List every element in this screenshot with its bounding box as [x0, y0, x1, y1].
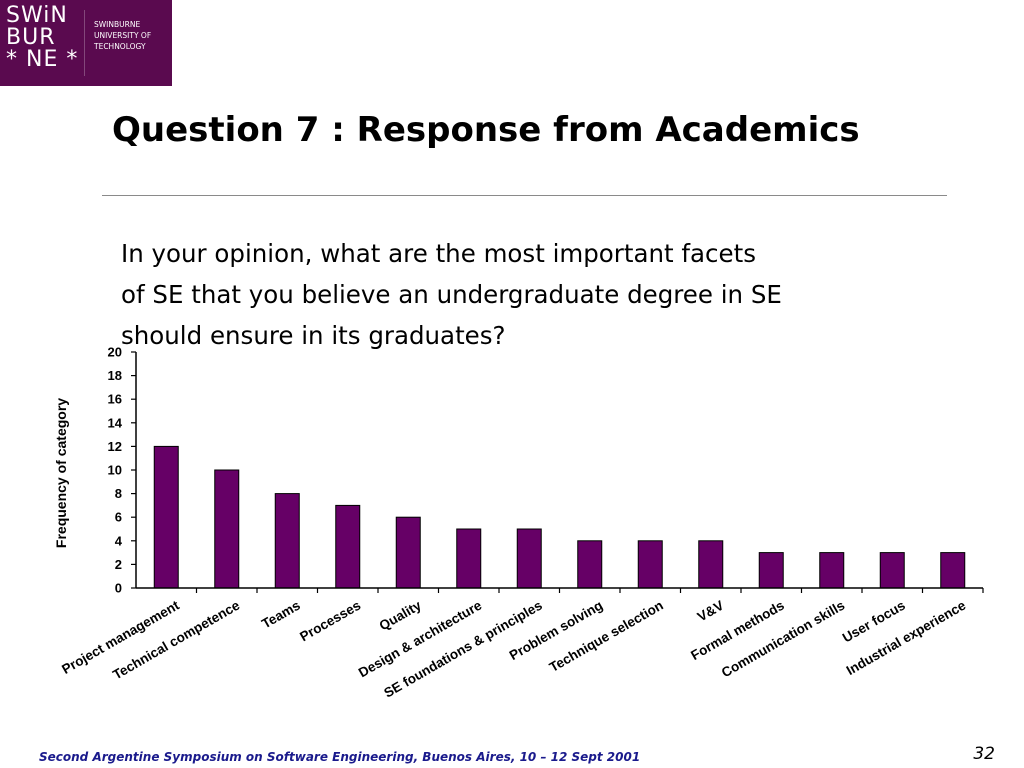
- title-divider: [102, 195, 947, 196]
- x-category-label: Quality: [377, 597, 425, 633]
- bar-chart: 0 2 4 6 8 10 12 14 16 18 20 Project managementTech…: [53, 345, 984, 701]
- bar: [940, 552, 966, 589]
- logo-mark: SWiN BUR * NE *: [6, 5, 84, 71]
- x-category-label: Technique selection: [547, 598, 666, 675]
- y-tick-label: 14: [108, 415, 123, 430]
- y-tick-label: 0: [115, 581, 122, 596]
- y-tick-label: 8: [115, 486, 122, 501]
- y-tick-label: 20: [108, 345, 122, 360]
- bars: [153, 445, 966, 589]
- bar: [698, 540, 724, 589]
- logo-divider: [84, 10, 85, 76]
- bar: [395, 516, 421, 589]
- university-logo: SWiN BUR * NE * SWINBURNE UNIVERSITY OF …: [0, 0, 172, 86]
- bar: [577, 540, 603, 589]
- question-text: In your opinion, what are the most impor…: [121, 233, 961, 356]
- bar: [274, 493, 300, 589]
- page-number: 32: [973, 744, 995, 764]
- logo-name-line-1: SWINBURNE: [94, 20, 141, 29]
- logo-mark-line-1: SWiN: [6, 3, 68, 28]
- bar: [214, 469, 240, 589]
- bar: [879, 552, 905, 589]
- x-category-label: Teams: [259, 598, 303, 632]
- x-category-label: V&V: [695, 598, 727, 625]
- bar: [153, 445, 179, 589]
- bar: [637, 540, 663, 589]
- y-tick-label: 2: [115, 557, 122, 572]
- logo-mark-line-2: BUR: [6, 25, 56, 50]
- y-axis-label: Frequency of category: [53, 398, 69, 548]
- y-axis-ticks: 0 2 4 6 8 10 12 14 16 18 20: [108, 345, 136, 596]
- question-line-1: In your opinion, what are the most impor…: [121, 239, 756, 268]
- question-line-3: should ensure in its graduates?: [121, 321, 506, 350]
- logo-name-line-2: UNIVERSITY OF: [94, 31, 152, 40]
- y-tick-label: 18: [108, 368, 122, 383]
- question-line-2: of SE that you believe an undergraduate …: [121, 280, 782, 309]
- bar: [516, 528, 542, 589]
- bar: [758, 552, 784, 589]
- y-tick-label: 6: [115, 510, 122, 525]
- y-tick-label: 12: [108, 439, 122, 454]
- y-tick-label: 10: [108, 463, 122, 478]
- x-category-label: Processes: [297, 598, 363, 645]
- y-tick-label: 16: [108, 392, 122, 407]
- bar: [335, 504, 361, 589]
- bar: [819, 552, 845, 589]
- footer-text: Second Argentine Symposium on Software E…: [39, 750, 641, 764]
- y-tick-label: 4: [115, 533, 123, 548]
- slide-title: Question 7 : Response from Academics: [112, 110, 860, 150]
- logo-name-line-3: TECHNOLOGY: [94, 42, 146, 51]
- logo-mark-line-3: * NE *: [6, 47, 79, 72]
- logo-name: SWINBURNE UNIVERSITY OF TECHNOLOGY: [94, 19, 168, 52]
- bar: [456, 528, 482, 589]
